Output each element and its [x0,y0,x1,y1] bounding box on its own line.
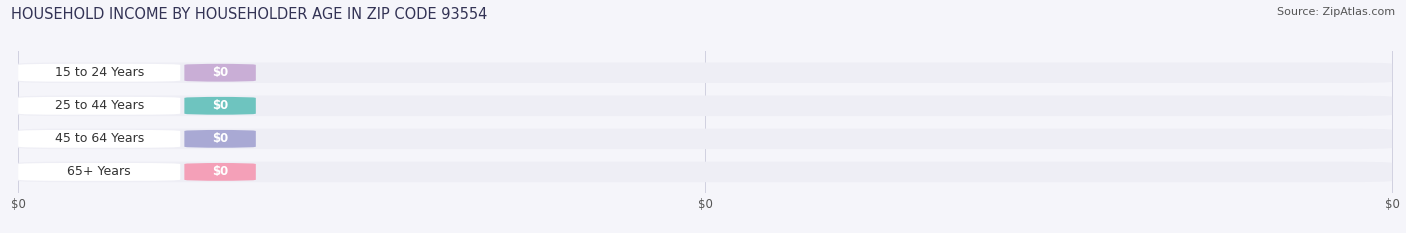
Text: $0: $0 [212,99,228,112]
Text: 25 to 44 Years: 25 to 44 Years [55,99,143,112]
FancyBboxPatch shape [18,62,1392,83]
FancyBboxPatch shape [18,130,180,148]
Text: 15 to 24 Years: 15 to 24 Years [55,66,143,79]
FancyBboxPatch shape [18,64,180,82]
FancyBboxPatch shape [18,129,1392,149]
Text: $0: $0 [212,165,228,178]
Text: 45 to 64 Years: 45 to 64 Years [55,132,143,145]
FancyBboxPatch shape [184,163,256,181]
FancyBboxPatch shape [184,64,256,82]
Text: $0: $0 [212,132,228,145]
FancyBboxPatch shape [184,130,256,148]
FancyBboxPatch shape [18,163,180,181]
FancyBboxPatch shape [18,96,1392,116]
FancyBboxPatch shape [18,97,180,115]
Text: HOUSEHOLD INCOME BY HOUSEHOLDER AGE IN ZIP CODE 93554: HOUSEHOLD INCOME BY HOUSEHOLDER AGE IN Z… [11,7,488,22]
Text: Source: ZipAtlas.com: Source: ZipAtlas.com [1277,7,1395,17]
FancyBboxPatch shape [18,162,1392,182]
FancyBboxPatch shape [184,97,256,115]
Text: 65+ Years: 65+ Years [67,165,131,178]
Text: $0: $0 [212,66,228,79]
